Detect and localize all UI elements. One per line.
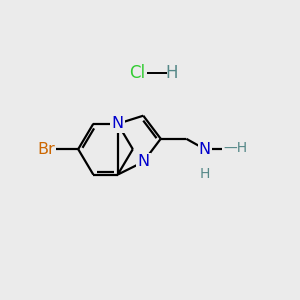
Text: Cl: Cl bbox=[129, 64, 146, 82]
Text: N: N bbox=[199, 142, 211, 157]
Text: Br: Br bbox=[37, 142, 55, 157]
Text: N: N bbox=[137, 154, 149, 169]
Text: H: H bbox=[200, 167, 210, 181]
Text: N: N bbox=[112, 116, 124, 131]
Text: H: H bbox=[165, 64, 177, 82]
Text: —H: —H bbox=[224, 141, 248, 155]
